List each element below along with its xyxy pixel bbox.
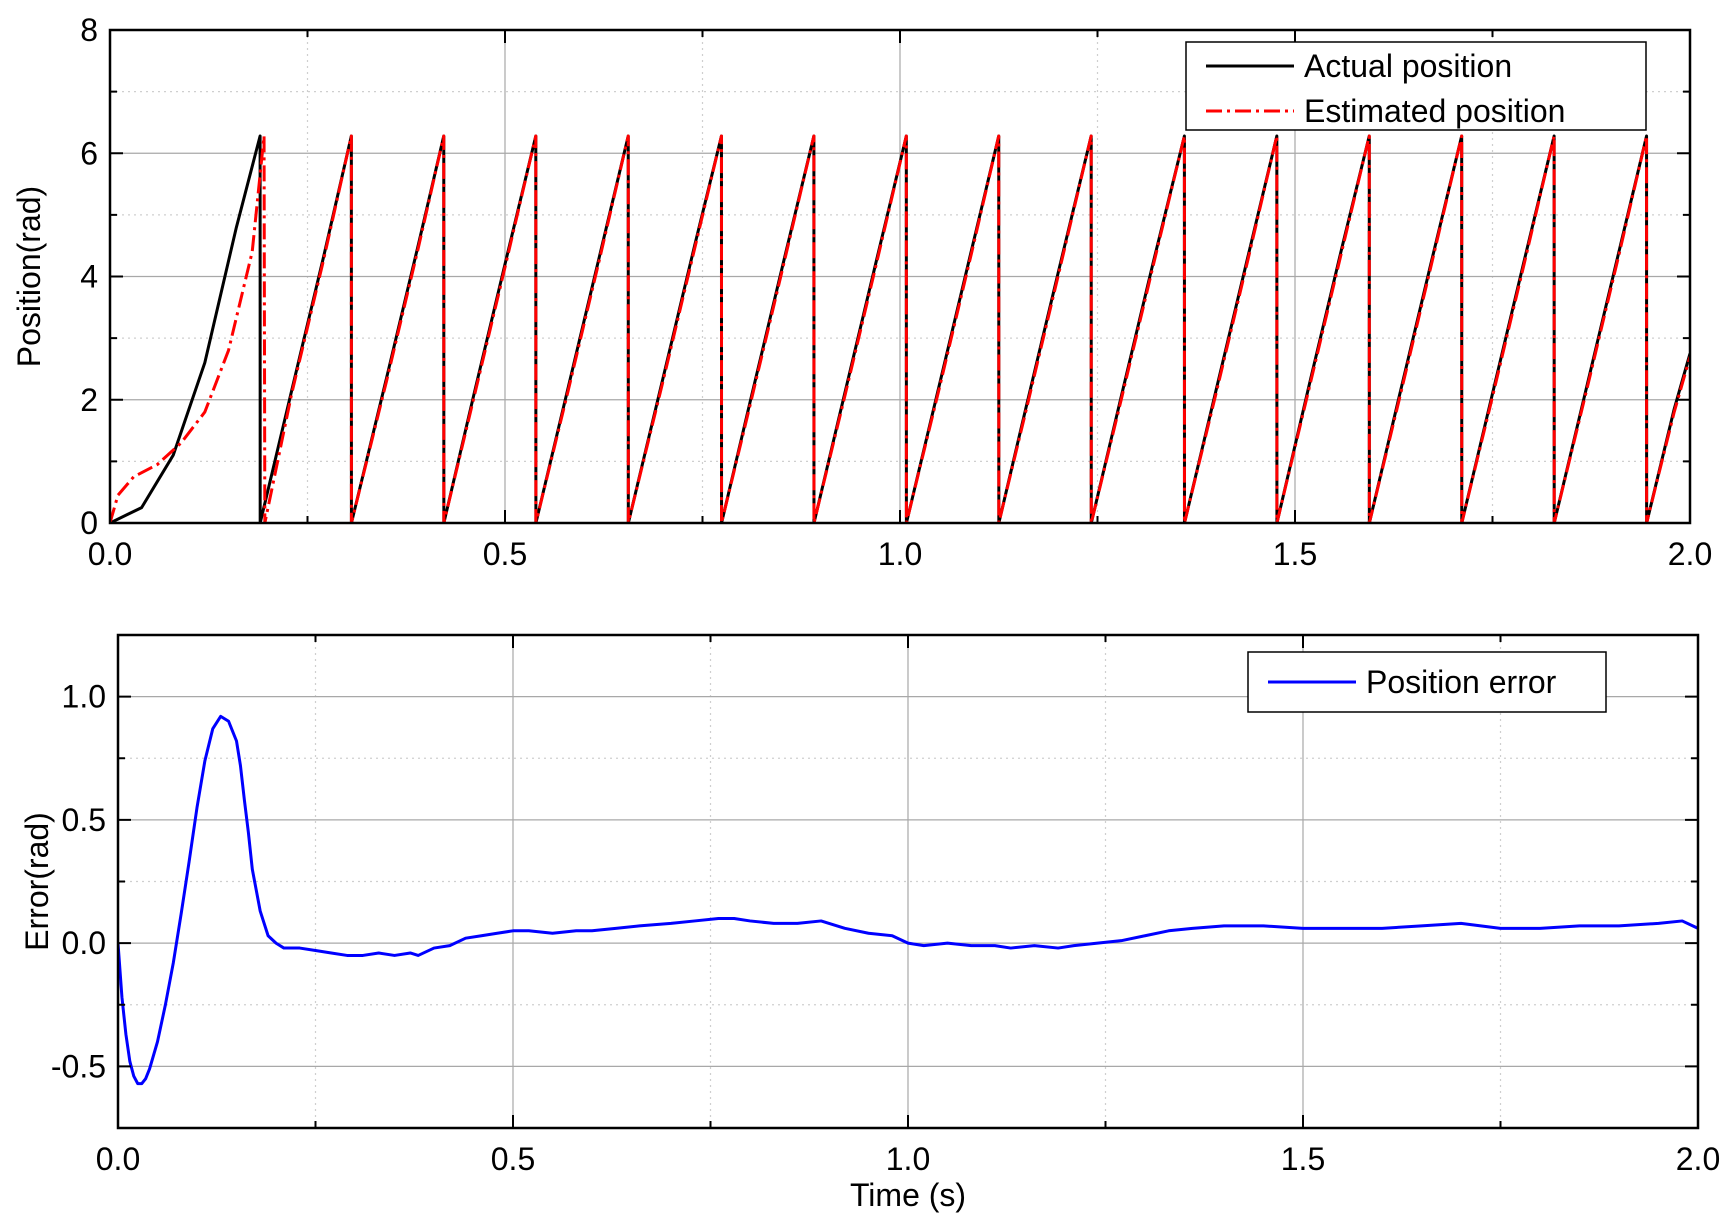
y-tick-label: 8 [80, 12, 98, 48]
legend-label-2: Estimated position [1304, 93, 1565, 129]
x-tick-label: 0.0 [96, 1141, 140, 1177]
chart-panel-1: 0.0 0.5 1.0 1.5 2.0 0 2 4 6 8 Position(rad) Actual … [11, 12, 1712, 572]
y-tick-label: 0.5 [62, 802, 106, 838]
x-tick-label: 2.0 [1676, 1141, 1720, 1177]
x-tick-label: 1.0 [886, 1141, 930, 1177]
series-line-1 [118, 714, 1698, 1086]
x-tick-label: 1.5 [1281, 1141, 1325, 1177]
y-tick-label: 0 [80, 505, 98, 541]
x-axis-label: Time (s) [850, 1177, 966, 1213]
x-tick-label: 1.5 [1273, 536, 1317, 572]
y-tick-label: 6 [80, 135, 98, 171]
series-line-2 [110, 134, 1690, 523]
x-tick-label: 0.5 [483, 536, 527, 572]
y-tick-label: 2 [80, 382, 98, 418]
legend-box [1185, 41, 1647, 131]
x-tick-label: 0.5 [491, 1141, 535, 1177]
x-tick-label: 2.0 [1668, 536, 1712, 572]
legend-label-1: Position error [1366, 664, 1557, 700]
chart-panel-2: 0.0 0.5 1.0 1.5 2.0 -0.5 0.0 0.5 1.0 Error(rad) Ti… [19, 633, 1720, 1213]
legend: Position error [1247, 651, 1607, 713]
y-tick-label: 1.0 [62, 679, 106, 715]
y-axis-label: Position(rad) [11, 186, 47, 367]
legend: Actual position Estimated position [1185, 41, 1647, 131]
y-tick-label: 0.0 [62, 925, 106, 961]
x-tick-label: 1.0 [878, 536, 922, 572]
x-tick-label: 0.0 [88, 536, 132, 572]
legend-label-1: Actual position [1304, 48, 1512, 84]
y-tick-label: 4 [80, 259, 98, 295]
y-tick-label: -0.5 [51, 1048, 106, 1084]
y-axis-label: Error(rad) [19, 812, 55, 951]
